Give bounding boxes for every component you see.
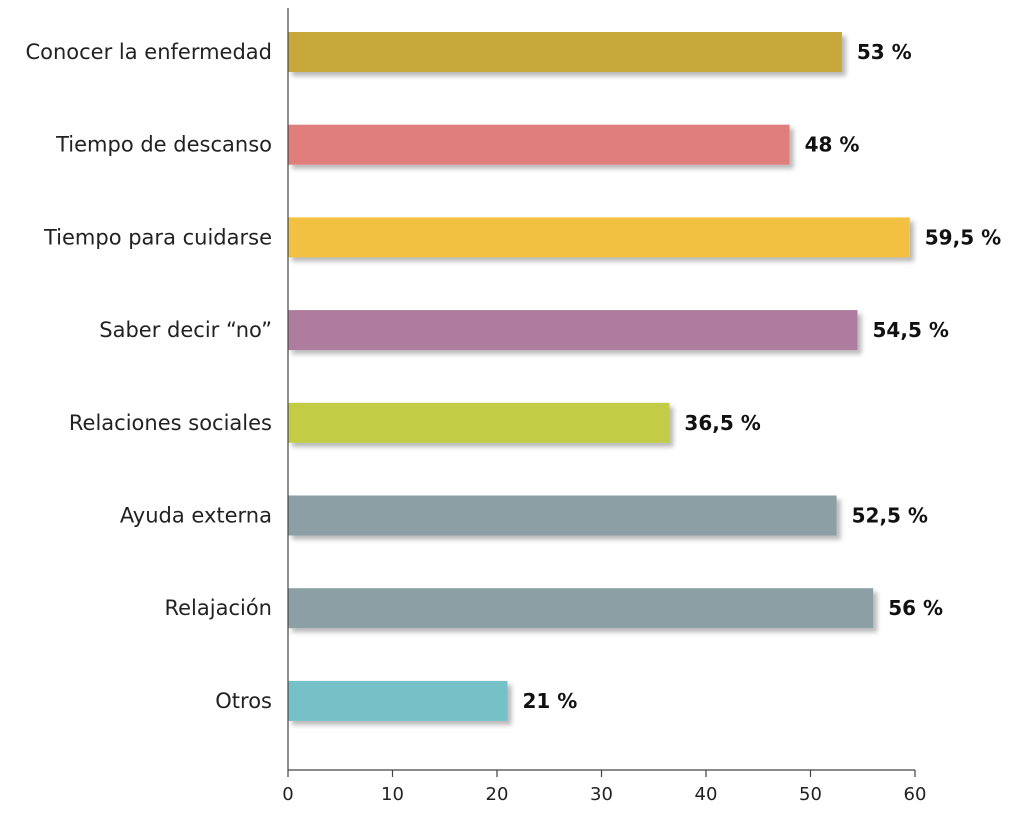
- bar-tiempo-de-descanso: [288, 124, 790, 165]
- value-labels: 53 % 48 % 59,5 % 54,5 % 36,5 % 52,5 % 56 % 21 %: [522, 40, 1001, 713]
- x-tick-label-0: 0: [282, 784, 293, 805]
- value-label-otros: 21 %: [522, 689, 577, 713]
- category-label-conocer-la-enfermedad: Conocer la enfermedad: [25, 40, 272, 64]
- bars-layer: [288, 32, 910, 721]
- bar-relajacion: [288, 588, 874, 629]
- x-tick-label-10: 10: [381, 784, 404, 805]
- value-label-tiempo-de-descanso: 48 %: [805, 133, 860, 157]
- value-label-ayuda-externa: 52,5 %: [852, 504, 928, 528]
- category-label-ayuda-externa: Ayuda externa: [120, 504, 272, 528]
- bar-otros: [288, 680, 508, 721]
- value-label-conocer-la-enfermedad: 53 %: [857, 40, 912, 64]
- category-label-saber-decir-no: Saber decir “no”: [99, 318, 272, 342]
- category-label-relajacion: Relajación: [164, 596, 272, 620]
- bar-saber-decir-no: [288, 310, 858, 351]
- bar-conocer-la-enfermedad: [288, 32, 842, 72]
- value-label-saber-decir-no: 54,5 %: [873, 318, 949, 342]
- value-label-tiempo-para-cuidarse: 59,5 %: [925, 225, 1001, 249]
- x-tick-label-30: 30: [590, 784, 613, 805]
- category-label-otros: Otros: [215, 689, 272, 713]
- x-tick-label-40: 40: [695, 784, 718, 805]
- category-label-tiempo-de-descanso: Tiempo de descanso: [55, 133, 272, 157]
- x-axis: 0 10 20 30 40 50 60: [282, 8, 926, 805]
- category-label-tiempo-para-cuidarse: Tiempo para cuidarse: [43, 225, 272, 249]
- value-label-relaciones-sociales: 36,5 %: [684, 411, 760, 435]
- x-tick-label-60: 60: [904, 784, 927, 805]
- bar-ayuda-externa: [288, 495, 837, 536]
- category-label-relaciones-sociales: Relaciones sociales: [69, 411, 272, 435]
- bar-relaciones-sociales: [288, 402, 670, 443]
- bar-tiempo-para-cuidarse: [288, 217, 910, 258]
- x-tick-label-20: 20: [486, 784, 509, 805]
- category-labels: Conocer la enfermedad Tiempo de descanso T…: [25, 40, 272, 713]
- x-tick-label-50: 50: [799, 784, 822, 805]
- value-label-relajacion: 56 %: [888, 596, 943, 620]
